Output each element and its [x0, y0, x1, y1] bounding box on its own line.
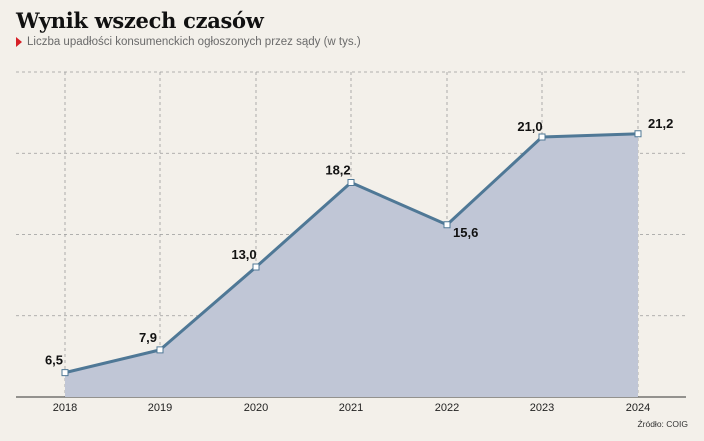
point-layer: [61, 130, 642, 377]
label-layer: 6,5 7,9 13,0 18,2 15,6 21,0 21,2: [45, 116, 673, 368]
data-label: 18,2: [325, 163, 350, 178]
data-point: [538, 133, 546, 141]
red-triangle-icon: [16, 37, 22, 47]
source-note: Źródło: COIG: [637, 419, 688, 429]
data-label: 21,0: [517, 119, 542, 134]
x-tick-label: 2023: [530, 402, 554, 414]
x-axis-ticks: 2018 2019 2020 2021 2022 2023 2024: [53, 402, 650, 414]
chart-title: Wynik wszech czasów: [16, 8, 264, 33]
data-label: 6,5: [45, 353, 63, 368]
data-label: 7,9: [139, 330, 157, 345]
x-tick-label: 2022: [435, 402, 459, 414]
x-tick-label: 2024: [626, 402, 650, 414]
chart-subtitle: Liczba upadłości konsumenckich ogłoszony…: [16, 36, 361, 48]
data-point: [61, 369, 69, 377]
x-tick-label: 2019: [148, 402, 172, 414]
area-fill: [65, 133, 638, 397]
data-label: 21,2: [648, 116, 673, 131]
area-layer: [65, 133, 638, 397]
data-point: [443, 221, 451, 229]
data-label: 15,6: [453, 225, 478, 240]
data-point: [252, 263, 260, 271]
x-tick-label: 2021: [339, 402, 363, 414]
data-point: [347, 179, 355, 186]
x-tick-label: 2018: [53, 402, 77, 414]
data-label: 13,0: [231, 247, 256, 262]
data-point: [156, 346, 164, 354]
subtitle-text: Liczba upadłości konsumenckich ogłoszony…: [27, 36, 361, 48]
data-point: [634, 130, 642, 138]
x-tick-label: 2020: [244, 402, 268, 414]
